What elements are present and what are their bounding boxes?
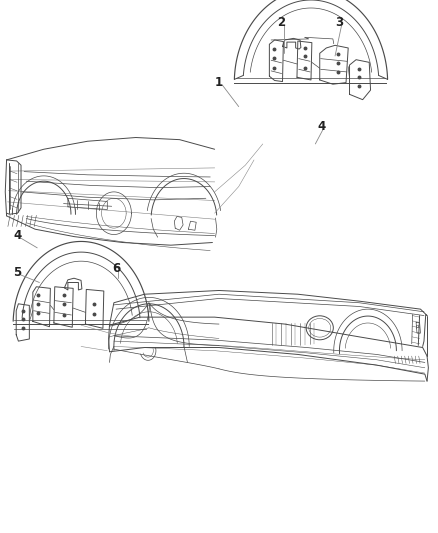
Text: 5: 5 — [14, 266, 21, 279]
Text: 4: 4 — [14, 229, 21, 242]
Text: 4: 4 — [318, 120, 326, 133]
Text: 3: 3 — [336, 16, 343, 29]
Text: P: P — [416, 325, 419, 330]
Text: 1: 1 — [215, 76, 223, 89]
Text: 6: 6 — [112, 262, 120, 274]
Text: 2: 2 — [277, 16, 285, 29]
